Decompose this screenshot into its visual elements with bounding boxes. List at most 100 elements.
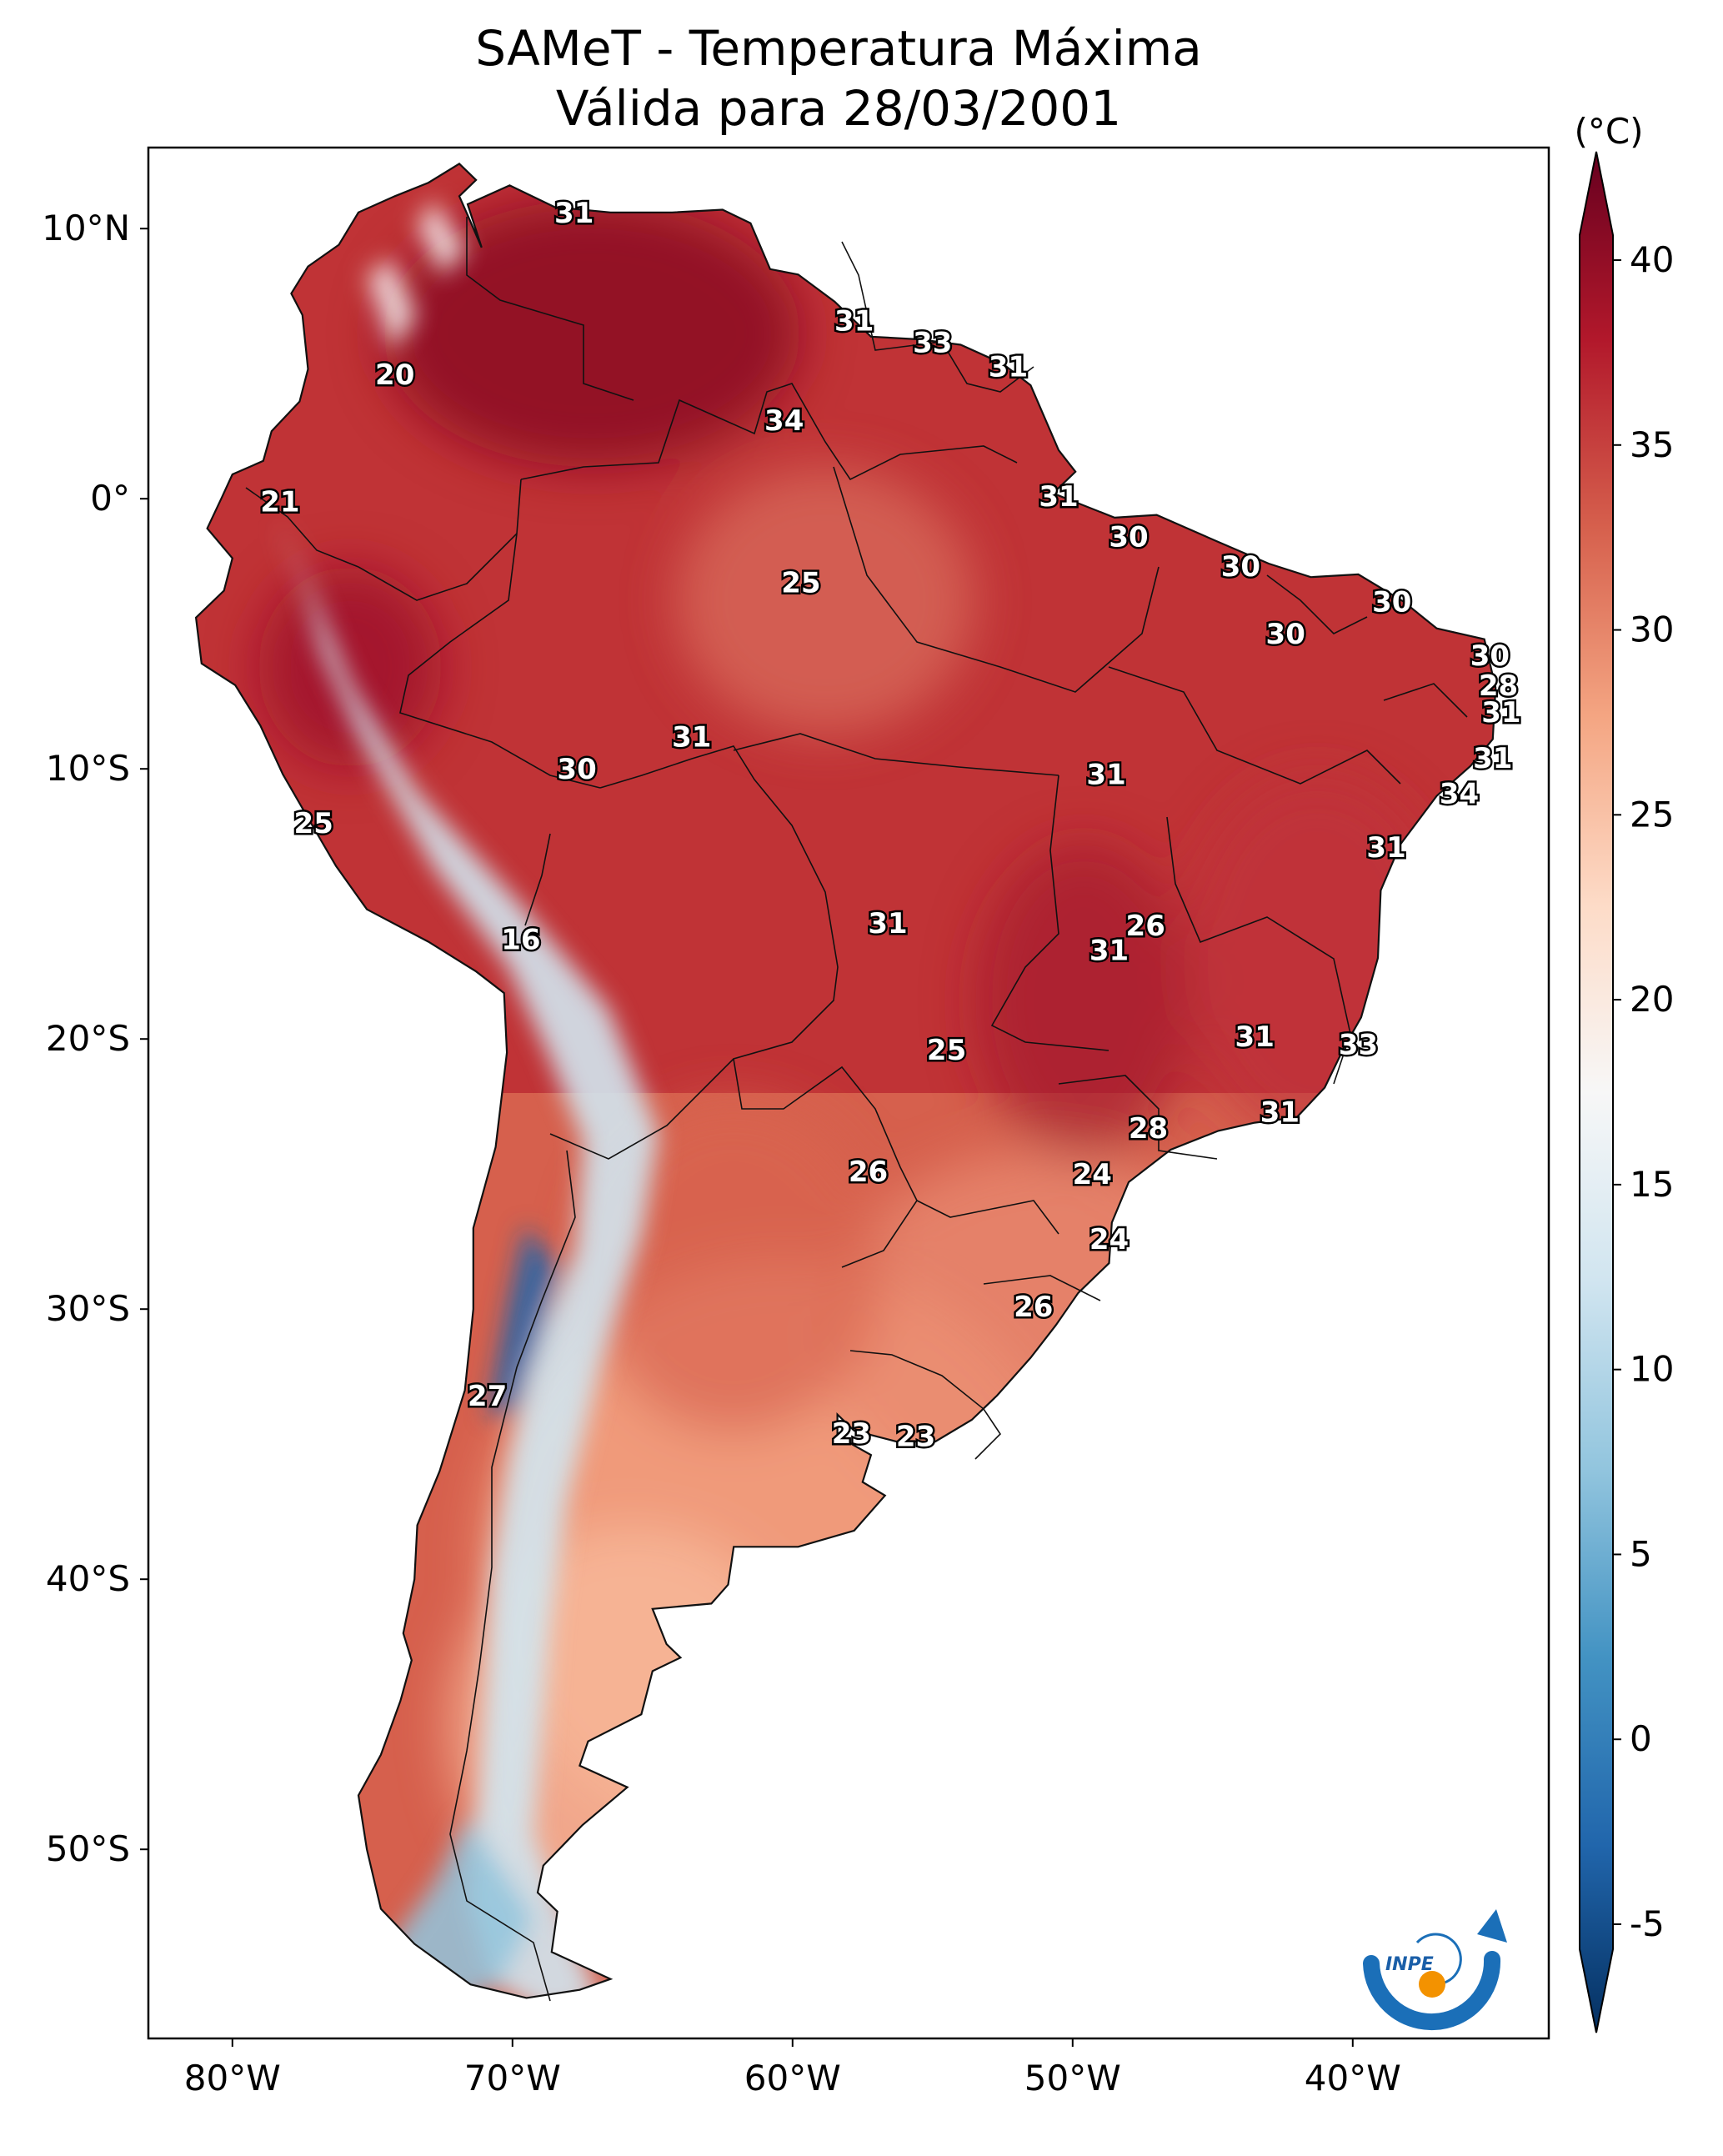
inpe-logo-arrow [1477, 1909, 1507, 1943]
colorbar-ticks: 40 35 30 25 20 15 10 5 0 -5 [1613, 239, 1674, 1944]
border-peru-chile [524, 833, 551, 926]
inpe-logo-text: INPE [1385, 1954, 1434, 1975]
temperature-label: 33 [913, 326, 952, 359]
border-guianas [841, 241, 1034, 393]
temperature-gradient-blobs [258, 200, 1450, 1926]
temperature-label: 31 [1039, 480, 1078, 514]
temperature-label: 23 [832, 1417, 871, 1451]
temperature-label: 30 [1221, 550, 1260, 584]
colorbar-tick-label: -5 [1630, 1903, 1665, 1944]
latitude-ticks: 10°N 0° 10°S 20°S 30°S 40°S 50°S [42, 208, 148, 1869]
border-brazil-states-2 [733, 733, 1059, 776]
border-paraguay [733, 1058, 918, 1268]
colorbar-tick-label: 25 [1630, 794, 1674, 835]
border-chile-argentina [449, 1150, 576, 2002]
temperature-label: 26 [1126, 910, 1165, 943]
lon-tick-label: 60°W [744, 2058, 841, 2098]
inpe-logo-swirl [1415, 1933, 1462, 1986]
temperature-label: 30 [1109, 521, 1148, 554]
inpe-logo-arc [1363, 1951, 1501, 2031]
temperature-label: 34 [764, 404, 804, 438]
temperature-label: 25 [781, 567, 820, 600]
temperature-label: 26 [1014, 1291, 1053, 1324]
colorbar-tick-label: 35 [1630, 424, 1674, 465]
colorbar-tick-label: 30 [1630, 609, 1674, 650]
temperature-label: 31 [1366, 831, 1405, 865]
temperature-label: 30 [1372, 585, 1411, 619]
lon-tick-label: 80°W [184, 2058, 281, 2098]
coastline [194, 163, 1497, 1999]
lat-tick-label: 10°S [46, 748, 130, 789]
temperature-label: 31 [1235, 1020, 1275, 1054]
temperature-label: 33 [1339, 1029, 1378, 1062]
border-argentina-brazil [916, 1200, 1059, 1235]
border-colombia-venezuela [466, 217, 634, 401]
temperature-label: 25 [294, 807, 333, 840]
border-uruguay [849, 1350, 1002, 1460]
border-bolivia [549, 745, 839, 1160]
temperature-label: 31 [989, 350, 1028, 384]
lat-tick-label: 50°S [46, 1828, 130, 1869]
border-brazil-states-7 [1266, 574, 1368, 634]
border-amazon-interior [399, 479, 601, 789]
colorbar-tick-label: 15 [1630, 1164, 1674, 1205]
temperature-label: 23 [896, 1421, 935, 1454]
border-ecuador [245, 487, 359, 568]
lon-tick-label: 70°W [464, 2058, 561, 2098]
colorbar-body [1579, 151, 1614, 2033]
lat-tick-label: 40°S [46, 1558, 130, 1599]
temperature-label: 26 [849, 1156, 888, 1189]
border-brazil-states-1 [833, 466, 1160, 693]
temperature-label: 31 [834, 304, 874, 338]
temperature-label: 21 [260, 485, 299, 519]
lon-tick-label: 40°W [1305, 2058, 1401, 2098]
title-line-1: SAMeT - Temperatura Máxima [475, 20, 1202, 77]
border-peru-colombia [358, 533, 518, 601]
temperature-label: 28 [1479, 669, 1518, 703]
border-brazil-states-6 [1058, 1075, 1218, 1160]
temperature-label: 30 [557, 753, 596, 786]
temperature-label: 30 [1266, 618, 1305, 651]
temperature-label: 28 [1129, 1112, 1168, 1146]
temperature-label: 31 [1473, 742, 1512, 775]
temperature-label: 25 [927, 1034, 966, 1067]
title-line-2: Válida para 28/03/2001 [556, 80, 1121, 137]
lat-tick-label: 30°S [46, 1288, 130, 1329]
border-brazil-west [520, 383, 1018, 481]
inpe-logo: INPE [1363, 1909, 1507, 2031]
colorbar: (°C) 40 35 30 25 20 15 10 5 0 -5 [1574, 111, 1674, 2033]
lat-tick-label: 0° [90, 478, 130, 519]
colorbar-tick-label: 5 [1630, 1533, 1652, 1574]
longitude-ticks: 80°W 70°W 60°W 50°W 40°W [184, 2038, 1401, 2098]
country-borders [245, 217, 1468, 2002]
border-brazil-states-8 [1383, 683, 1468, 718]
colorbar-tick-label: 20 [1630, 979, 1674, 1020]
temperature-label: 31 [554, 197, 594, 230]
temperature-label: 31 [1086, 759, 1125, 792]
map-frame [147, 146, 1550, 2040]
lon-tick-label: 50°W [1024, 2058, 1121, 2098]
border-brazil-states-4 [1108, 666, 1401, 785]
temperature-label: 27 [468, 1380, 507, 1413]
inpe-logo-sun [1419, 1971, 1445, 1998]
colorbar-tick-label: 40 [1630, 239, 1674, 280]
colorbar-unit-label: (°C) [1574, 111, 1643, 152]
temperature-label: 16 [501, 923, 540, 956]
border-brazil-states-5 [1166, 816, 1351, 1085]
temperature-label: 31 [1089, 934, 1129, 967]
temperature-label: 31 [1481, 696, 1520, 730]
temperature-label: 20 [375, 358, 414, 392]
temperature-label: 24 [1089, 1223, 1129, 1256]
colorbar-tick-label: 10 [1630, 1349, 1674, 1390]
colorbar-tick-label: 0 [1630, 1718, 1652, 1759]
lat-tick-label: 10°N [42, 208, 130, 248]
temperature-label: 31 [868, 907, 907, 940]
border-brazil-states-9 [983, 1275, 1101, 1301]
temperature-label: 30 [1470, 639, 1510, 673]
temperature-label: 34 [1440, 777, 1479, 810]
temperature-label: 31 [1260, 1096, 1300, 1130]
temperature-label: 24 [1073, 1158, 1112, 1191]
